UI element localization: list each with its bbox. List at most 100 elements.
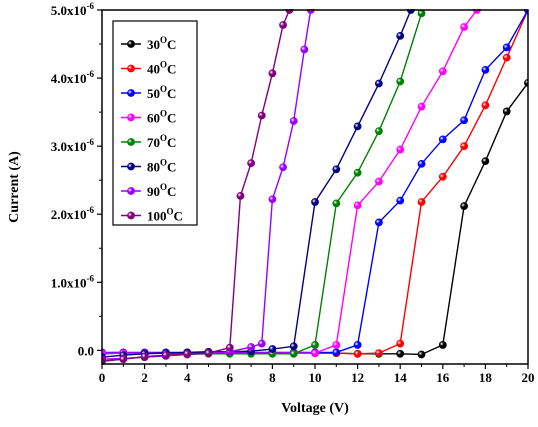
data-point [257, 339, 266, 348]
data-point [396, 31, 405, 40]
data-point [311, 341, 319, 349]
x-axis-title: Voltage (V) [281, 401, 349, 416]
data-point [183, 349, 192, 358]
data-point [225, 343, 234, 352]
data-point [417, 350, 426, 359]
data-point [502, 53, 511, 62]
data-point [268, 345, 277, 353]
legend-item: 70OC [121, 133, 176, 150]
legend-item: 40OC [121, 60, 176, 77]
legend: 30OC 40OC 50OC 60OC 70OC 80OC 90OC 100OC [112, 20, 198, 226]
data-point [374, 127, 383, 136]
data-point [204, 349, 213, 358]
data-point [268, 69, 277, 78]
data-point [460, 142, 468, 151]
data-point [396, 145, 405, 154]
y-tick-label: 2.0x10-6 [51, 205, 95, 222]
data-point [289, 349, 298, 358]
legend-marker [127, 162, 135, 171]
data-point [417, 198, 426, 206]
data-point [257, 111, 266, 120]
x-axis: 0 2 4 6 8 10 12 14 16 18 20 [99, 364, 535, 385]
x-tick-label: 20 [522, 370, 535, 385]
data-point [481, 66, 490, 74]
x-tick-label: 16 [436, 370, 450, 385]
legend-marker [127, 89, 135, 97]
data-point [279, 21, 287, 29]
legend-label: 40OC [147, 60, 176, 77]
data-point [396, 77, 405, 86]
legend-item: 80OC [121, 158, 176, 175]
legend-label: 70OC [147, 133, 176, 150]
x-tick-label: 18 [479, 370, 493, 385]
data-point [374, 79, 383, 88]
data-point [289, 117, 298, 125]
y-tick-label: 3.0x10-6 [51, 137, 95, 154]
legend-item: 100OC [121, 207, 183, 224]
data-point [417, 102, 426, 111]
data-point [247, 159, 255, 168]
y-axis-title: Current (A) [7, 151, 22, 223]
y-tick-label: 5.0x10-6 [51, 1, 95, 18]
data-point [502, 43, 511, 52]
data-point [417, 9, 426, 18]
data-point [524, 78, 528, 87]
y-tick-label: 1.0x10-6 [51, 273, 95, 290]
x-tick-label: 0 [99, 370, 106, 385]
data-point [438, 67, 447, 76]
legend-label: 60OC [147, 109, 176, 126]
x-tick-label: 2 [141, 370, 148, 385]
data-point [311, 349, 319, 358]
data-point [161, 351, 170, 360]
legend-item: 30OC [121, 35, 176, 52]
legend-marker [127, 187, 135, 195]
data-point [247, 343, 255, 351]
data-point [353, 122, 362, 131]
data-point [353, 349, 362, 358]
y-tick-label: 4.0x10-6 [51, 69, 95, 86]
legend-label: 80OC [147, 158, 176, 175]
y-axis: 0.0 1.0x10-6 2.0x10-6 3.0x10-6 4.0x10-6 5.0x1… [51, 1, 102, 358]
data-point [289, 342, 298, 351]
series-layer [102, 9, 528, 365]
x-tick-label: 14 [394, 370, 408, 385]
x-tick-label: 6 [227, 370, 234, 385]
data-point [374, 177, 383, 186]
data-point [374, 218, 383, 227]
legend-marker [127, 113, 135, 122]
series-line [102, 9, 412, 358]
data-point [279, 163, 287, 172]
data-point [396, 349, 405, 358]
legend-marker [127, 211, 135, 220]
legend-label: 30OC [147, 35, 176, 52]
x-tick-label: 10 [309, 370, 322, 385]
data-point [332, 348, 341, 357]
data-point [268, 195, 277, 204]
legend-marker [127, 138, 135, 146]
data-point [374, 349, 383, 358]
legend-item: 90OC [121, 182, 176, 199]
data-point [353, 201, 362, 210]
legend-label: 50OC [147, 84, 176, 101]
legend-item: 50OC [121, 84, 176, 101]
data-point [236, 191, 245, 200]
data-point [140, 352, 149, 361]
x-tick-label: 8 [269, 370, 276, 385]
data-point [300, 45, 309, 54]
data-point [119, 355, 128, 364]
data-point [332, 199, 341, 208]
y-tick-label: 0.0 [78, 343, 94, 358]
data-point [332, 341, 341, 349]
data-point [396, 196, 405, 205]
data-point [417, 159, 426, 168]
data-point [481, 101, 490, 110]
data-point [438, 172, 447, 181]
x-tick-label: 12 [351, 370, 364, 385]
legend-label: 90OC [147, 182, 176, 199]
legend-label: 100OC [147, 207, 183, 224]
x-tick-label: 4 [184, 370, 191, 385]
data-point [460, 23, 468, 31]
legend-item: 60OC [121, 109, 176, 126]
data-point [460, 116, 468, 125]
